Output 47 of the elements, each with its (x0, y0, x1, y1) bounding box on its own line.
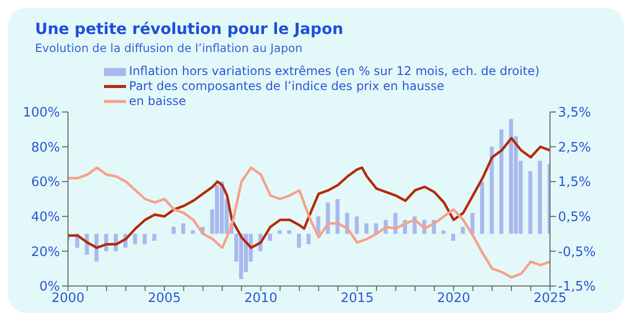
bar (142, 234, 147, 244)
y2-tick-label: 0,5% (558, 210, 592, 226)
y2-tick-label: 2,5% (558, 140, 592, 156)
bar (451, 234, 456, 241)
bar (499, 129, 504, 234)
x-tick-label: 2010 (244, 291, 278, 306)
y-tick-label: 20% (31, 244, 60, 260)
y-tick-label: 60% (31, 175, 60, 190)
bar (172, 226, 176, 234)
bar (287, 230, 292, 234)
bar (181, 223, 186, 234)
chart-title: Une petite révolution pour le Japon (35, 20, 344, 38)
bar (278, 230, 282, 234)
bar (364, 223, 368, 234)
bar (296, 234, 301, 248)
chart-subtitle: Evolution de la diffusion de l’inflation au Japon (35, 41, 302, 55)
bar (190, 230, 195, 234)
bar (306, 234, 311, 244)
y2-tick-label: 3,5% (558, 106, 592, 121)
x-tick-label: 2000 (51, 291, 85, 306)
bar (528, 171, 532, 234)
y2-tick-label: -0,5% (558, 244, 596, 260)
legend-label: Part des composantes de l’indice des prix en hausse (129, 79, 444, 94)
bar (470, 212, 474, 234)
bar (354, 216, 359, 234)
x-tick-label: 2020 (437, 291, 470, 306)
x-tick-label: 2015 (340, 291, 374, 306)
bar (538, 160, 542, 234)
bar (133, 234, 138, 244)
bar (460, 226, 465, 234)
bar (442, 230, 446, 234)
bar (316, 216, 320, 234)
bar (152, 234, 156, 241)
y2-tick-label: 1,5% (558, 175, 592, 190)
line-series (68, 166, 550, 279)
legend-label: Inflation hors variations extrêmes (en % sur 12 mois, ech. de droite) (129, 64, 540, 79)
legend-label: en baisse (129, 94, 186, 109)
y-tick-label: 40% (31, 210, 60, 226)
bar (336, 199, 340, 234)
bar (490, 146, 494, 234)
y-tick-label: 100% (22, 106, 60, 121)
x-tick-label: 2005 (148, 291, 181, 306)
y-tick-label: 80% (31, 140, 60, 156)
x-tick-label: 2025 (533, 291, 567, 306)
line-series (68, 136, 550, 249)
bar (480, 182, 484, 234)
bar (268, 234, 272, 241)
